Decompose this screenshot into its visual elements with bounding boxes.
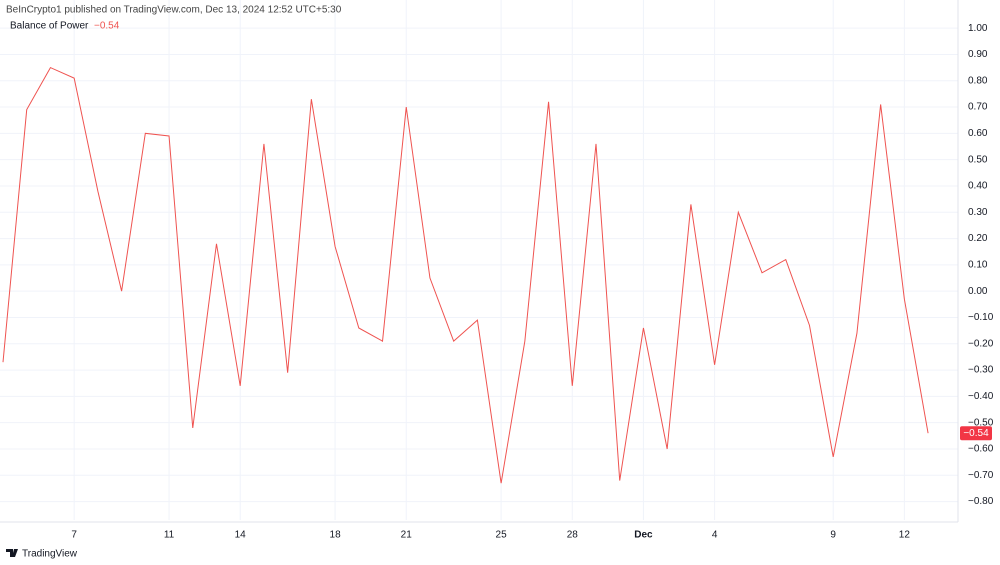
y-tick-label: −0.10 — [968, 312, 994, 323]
last-value-tag-bg — [960, 426, 992, 441]
tv-logo — [6, 549, 18, 557]
indicator-value: −0.54 — [94, 21, 120, 32]
y-tick-label: 0.90 — [968, 49, 988, 60]
y-tick-label: 1.00 — [968, 23, 988, 34]
y-tick-label: −0.30 — [968, 365, 994, 376]
y-tick-label: 0.30 — [968, 207, 988, 218]
data-line — [2, 66, 929, 484]
y-tick-label: 0.00 — [968, 286, 988, 297]
y-tick-label: −0.40 — [968, 391, 994, 402]
footer-brand: TradingView — [22, 549, 78, 560]
y-tick-label: −0.70 — [968, 470, 994, 481]
x-tick-label: 21 — [401, 530, 413, 541]
y-tick-label: −0.20 — [968, 338, 994, 349]
y-tick-label: 0.40 — [968, 181, 988, 192]
x-tick-label: 9 — [830, 530, 836, 541]
x-tick-label: 12 — [899, 530, 911, 541]
x-tick-label: 28 — [567, 530, 579, 541]
x-tick-label: 18 — [330, 530, 342, 541]
x-tick-label: 11 — [164, 530, 175, 541]
last-value-tag: −0.54 — [963, 428, 989, 439]
y-tick-label: −0.80 — [968, 496, 994, 507]
y-tick-label: −0.50 — [968, 417, 994, 428]
y-tick-label: −0.60 — [968, 444, 994, 455]
publisher-header: BeInCrypto1 published on TradingView.com… — [6, 5, 342, 16]
y-tick-label: 0.10 — [968, 260, 988, 271]
y-tick-label: 0.50 — [968, 154, 988, 165]
grid — [0, 0, 958, 520]
y-tick-label: 0.60 — [968, 128, 988, 139]
y-tick-label: 0.70 — [968, 102, 988, 113]
x-tick-label: 25 — [496, 530, 508, 541]
indicator-name: Balance of Power — [10, 21, 89, 32]
y-tick-label: 0.80 — [968, 75, 988, 86]
x-tick-label: 7 — [71, 530, 77, 541]
x-tick-label: 4 — [712, 530, 718, 541]
x-tick-label: Dec — [634, 530, 653, 541]
y-tick-label: 0.20 — [968, 233, 988, 244]
x-tick-label: 14 — [235, 530, 247, 541]
